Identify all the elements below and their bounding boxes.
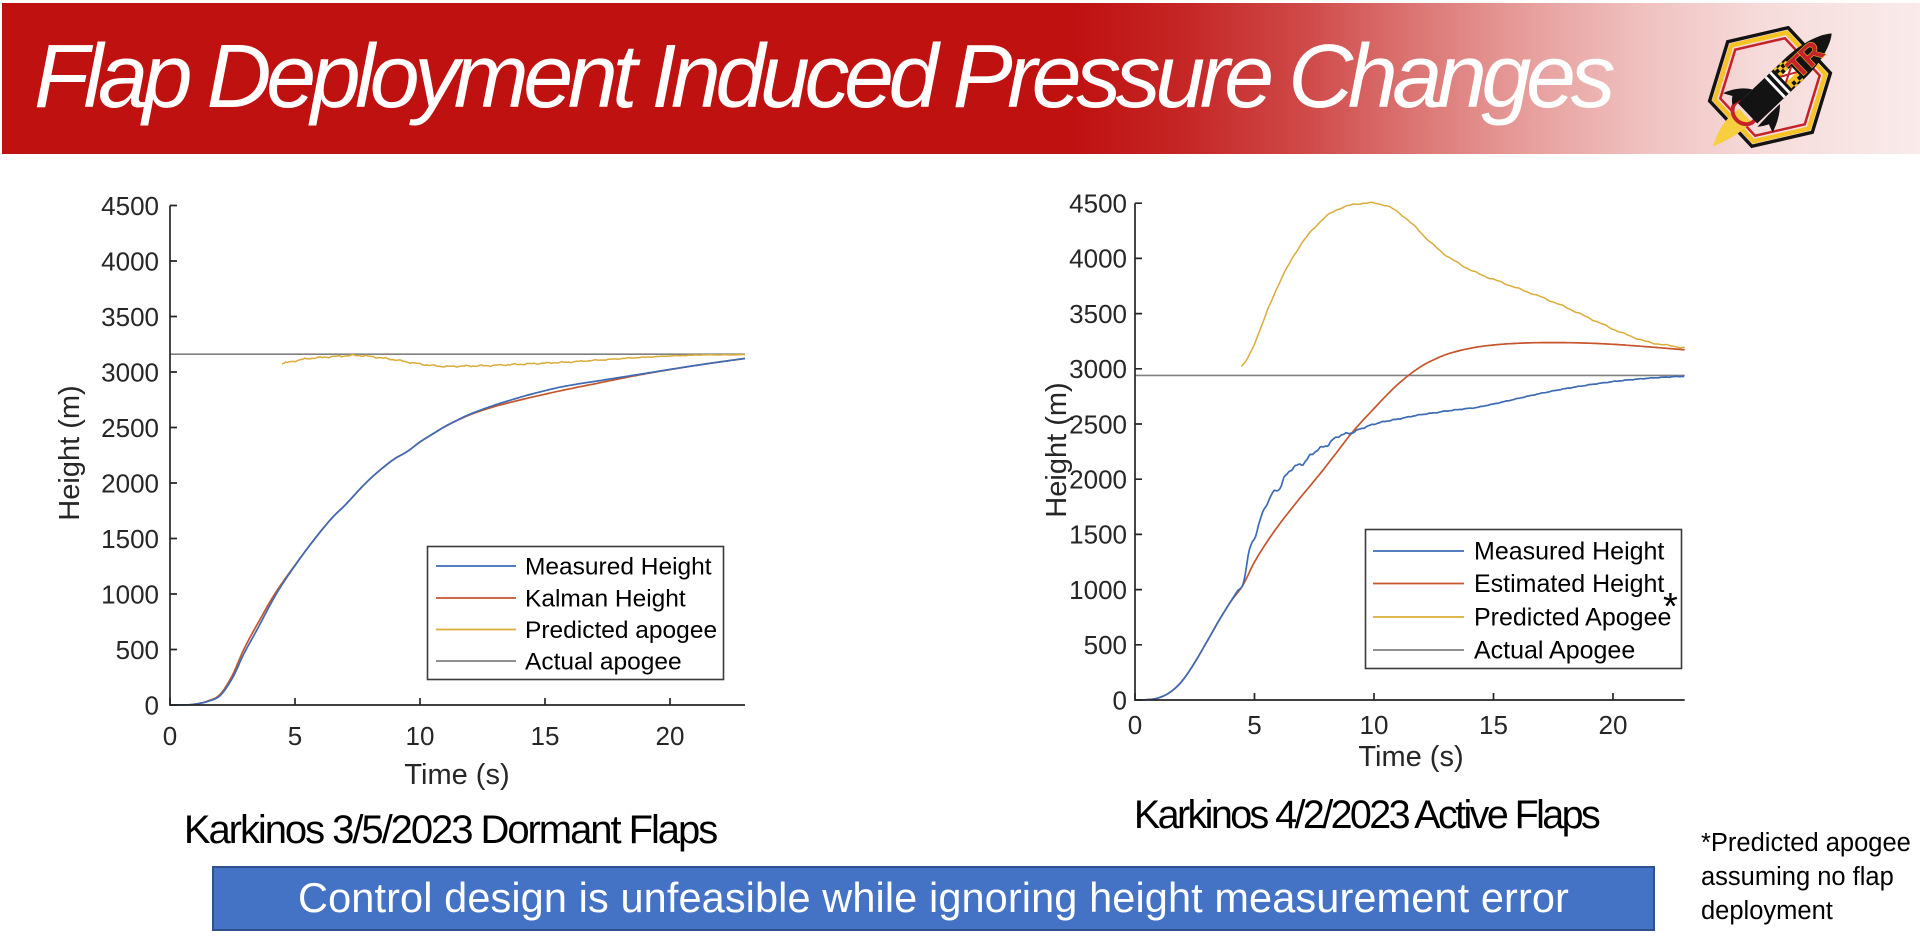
svg-text:0: 0 [1113,685,1127,715]
svg-text:500: 500 [116,635,159,665]
svg-text:1500: 1500 [1069,520,1127,550]
svg-text:Estimated Height: Estimated Height [1474,570,1664,598]
svg-text:Height (m): Height (m) [54,385,86,520]
svg-text:3500: 3500 [101,302,159,332]
svg-text:2000: 2000 [101,468,159,498]
svg-text:1000: 1000 [101,579,159,609]
svg-text:0: 0 [1128,710,1142,740]
svg-text:4000: 4000 [1069,244,1127,274]
svg-text:2500: 2500 [101,413,159,443]
svg-text:5: 5 [288,721,302,751]
svg-text:Actual apogee: Actual apogee [525,649,682,676]
svg-text:15: 15 [1479,710,1508,740]
svg-text:4500: 4500 [101,191,159,221]
svg-text:2500: 2500 [1069,409,1127,439]
svg-text:1000: 1000 [1069,575,1127,605]
svg-text:4500: 4500 [1069,189,1127,219]
svg-text:10: 10 [406,721,435,751]
svg-text:Height (m): Height (m) [1041,382,1073,517]
svg-text:Predicted Apogee: Predicted Apogee [1474,604,1671,632]
svg-text:Measured Height: Measured Height [525,554,712,581]
svg-text:5: 5 [1247,710,1261,740]
svg-text:3000: 3000 [1069,354,1127,384]
svg-text:500: 500 [1084,630,1127,660]
svg-text:20: 20 [1599,710,1628,740]
svg-text:Karkinos 3/5/2023 Dormant Flap: Karkinos 3/5/2023 Dormant Flaps [184,808,717,852]
svg-text:4000: 4000 [101,246,159,276]
svg-text:Kalman Height: Kalman Height [525,586,686,613]
svg-text:*: * [1663,586,1678,628]
svg-text:Predicted apogee: Predicted apogee [525,617,717,644]
svg-text:3000: 3000 [101,357,159,387]
svg-text:Karkinos 4/2/2023 Active Flaps: Karkinos 4/2/2023 Active Flaps [1134,793,1600,837]
svg-text:Measured Height: Measured Height [1474,538,1664,566]
svg-text:Actual Apogee: Actual Apogee [1474,637,1635,665]
svg-text:0: 0 [145,690,159,720]
svg-text:10: 10 [1360,710,1389,740]
svg-text:1500: 1500 [101,524,159,554]
svg-text:2000: 2000 [1069,465,1127,495]
svg-text:3500: 3500 [1069,299,1127,329]
svg-text:Time (s): Time (s) [404,759,509,791]
svg-text:0: 0 [163,721,177,751]
svg-text:20: 20 [656,721,685,751]
svg-text:Time (s): Time (s) [1358,741,1463,773]
svg-text:15: 15 [531,721,560,751]
